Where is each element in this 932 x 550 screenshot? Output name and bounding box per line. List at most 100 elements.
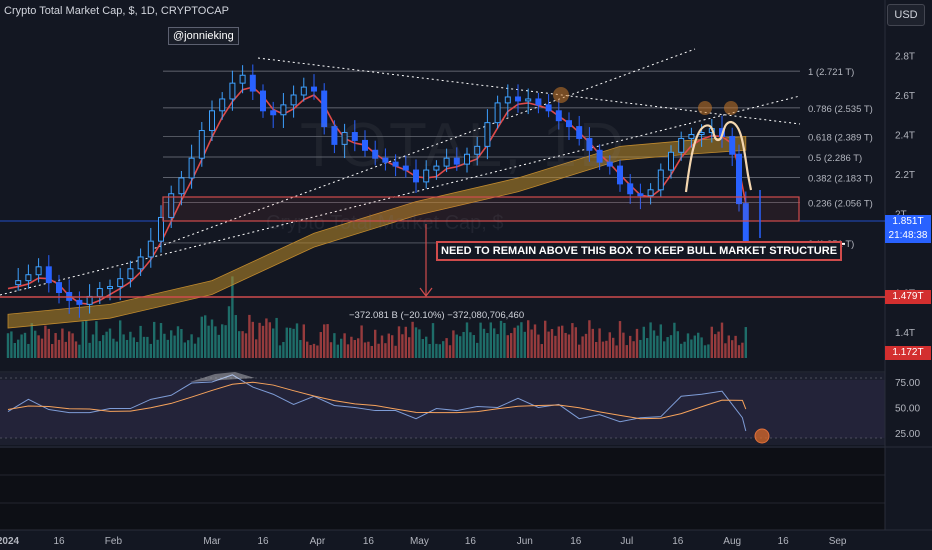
volume-bar (248, 314, 251, 358)
volume-bar (132, 337, 135, 358)
volume-bar (479, 322, 482, 358)
volume-bar (659, 324, 662, 358)
time-tick-label: Mar (203, 536, 221, 547)
measure-arrowhead (419, 287, 433, 297)
volume-bar (156, 339, 159, 358)
volume-bar (34, 330, 37, 358)
volume-bar (142, 336, 146, 358)
ascending-trendline-lower (0, 95, 801, 296)
fib-level-label: 0.618 (2.389 T) (808, 133, 873, 144)
volume-bar (537, 334, 540, 358)
volume-bar (336, 344, 339, 358)
candle-body (229, 82, 236, 100)
volume-bar (646, 338, 649, 358)
last-price-label: 1.851T (885, 215, 931, 229)
volume-bar (299, 340, 302, 358)
candle-body (535, 98, 542, 106)
candle-body (372, 149, 379, 159)
volume-bar (190, 334, 193, 358)
volume-bar (129, 331, 132, 358)
volume-bar (289, 327, 292, 358)
volume-bar (85, 320, 88, 358)
volume-bar (612, 337, 615, 358)
volume-bar (404, 326, 407, 358)
volume-bar (159, 323, 163, 358)
volume-bar (499, 320, 503, 358)
volume-bar (122, 334, 125, 358)
volume-bar (125, 339, 129, 358)
volume-bar (523, 331, 526, 358)
rsi-tick-label: 25.00 (895, 429, 920, 440)
symbol-title[interactable]: Crypto Total Market Cap, $, 1D, CRYPTOCA… (4, 5, 229, 17)
volume-bar (656, 335, 659, 358)
volume-bar (176, 326, 180, 358)
candle-body (249, 74, 256, 92)
volume-bar (686, 333, 690, 358)
volume-bar (408, 337, 411, 358)
volume-bar (241, 331, 244, 358)
currency-button[interactable]: USD (887, 4, 925, 26)
candle-body (127, 268, 134, 280)
price-tick-label: 2.2T (895, 170, 915, 181)
candle-body (484, 122, 491, 147)
volume-bar (547, 331, 550, 358)
volume-bar (40, 338, 44, 358)
candle-body (566, 120, 572, 128)
volume-bar (428, 343, 431, 358)
countdown-label: 21:48:38 (885, 229, 931, 243)
volume-bar (163, 333, 166, 358)
volume-bar (693, 335, 696, 358)
fib-level-label: 1 (2.721 T) (808, 67, 854, 78)
volume-bar (639, 339, 642, 358)
volume-bar (384, 343, 387, 358)
volume-bar (374, 329, 377, 358)
candle-body (433, 165, 440, 171)
volume-bar (476, 342, 479, 358)
candle-body (423, 169, 430, 183)
price-tick-label: 1.4T (895, 328, 915, 339)
time-tick-label: 16 (778, 536, 790, 547)
ascending-trendline-upper (149, 48, 696, 251)
volume-bar (533, 324, 537, 358)
volume-bar (78, 344, 81, 358)
volume-bar (642, 326, 645, 358)
volume-bar (632, 341, 635, 358)
volume-bar (459, 336, 462, 358)
rsi-signal-line (7, 381, 747, 420)
time-tick-label: Jul (620, 536, 633, 547)
volume-bar (482, 328, 486, 358)
volume-bar (472, 335, 475, 358)
candlesticks (15, 64, 749, 318)
candle-body (668, 151, 674, 171)
time-tick-label: 16 (53, 536, 65, 547)
volume-bar (268, 322, 271, 358)
volume-bar (588, 320, 591, 358)
candle-body (198, 130, 205, 159)
volume-bar (149, 343, 152, 358)
candle-body (688, 134, 695, 139)
candle-body (362, 139, 368, 151)
volume-bar (193, 343, 197, 358)
volume-bar (567, 334, 571, 358)
volume-bar (380, 335, 384, 358)
candle-body (260, 90, 266, 112)
candle-body (45, 266, 52, 284)
volume-bar (173, 335, 176, 358)
volume-bar (391, 335, 394, 358)
volume-bar (54, 333, 57, 358)
volume-bar (370, 345, 373, 358)
volume-bar (200, 316, 203, 358)
volume-bar (727, 335, 730, 358)
volume-bar (397, 326, 401, 358)
author-badge: @jonnieking (168, 27, 239, 45)
candle-body (311, 86, 317, 92)
time-axis[interactable]: 2024 16 Feb Mar 16 Apr 16 May 16 Jun 16 Jul 16 Aug 16 S… (0, 536, 847, 547)
candle-body (464, 153, 470, 165)
volume-bar (95, 321, 98, 358)
candle-body (188, 157, 195, 179)
volume-bar (448, 345, 452, 358)
candle-body (219, 98, 226, 112)
volume-bar (47, 328, 50, 358)
volume-bar (669, 335, 673, 358)
